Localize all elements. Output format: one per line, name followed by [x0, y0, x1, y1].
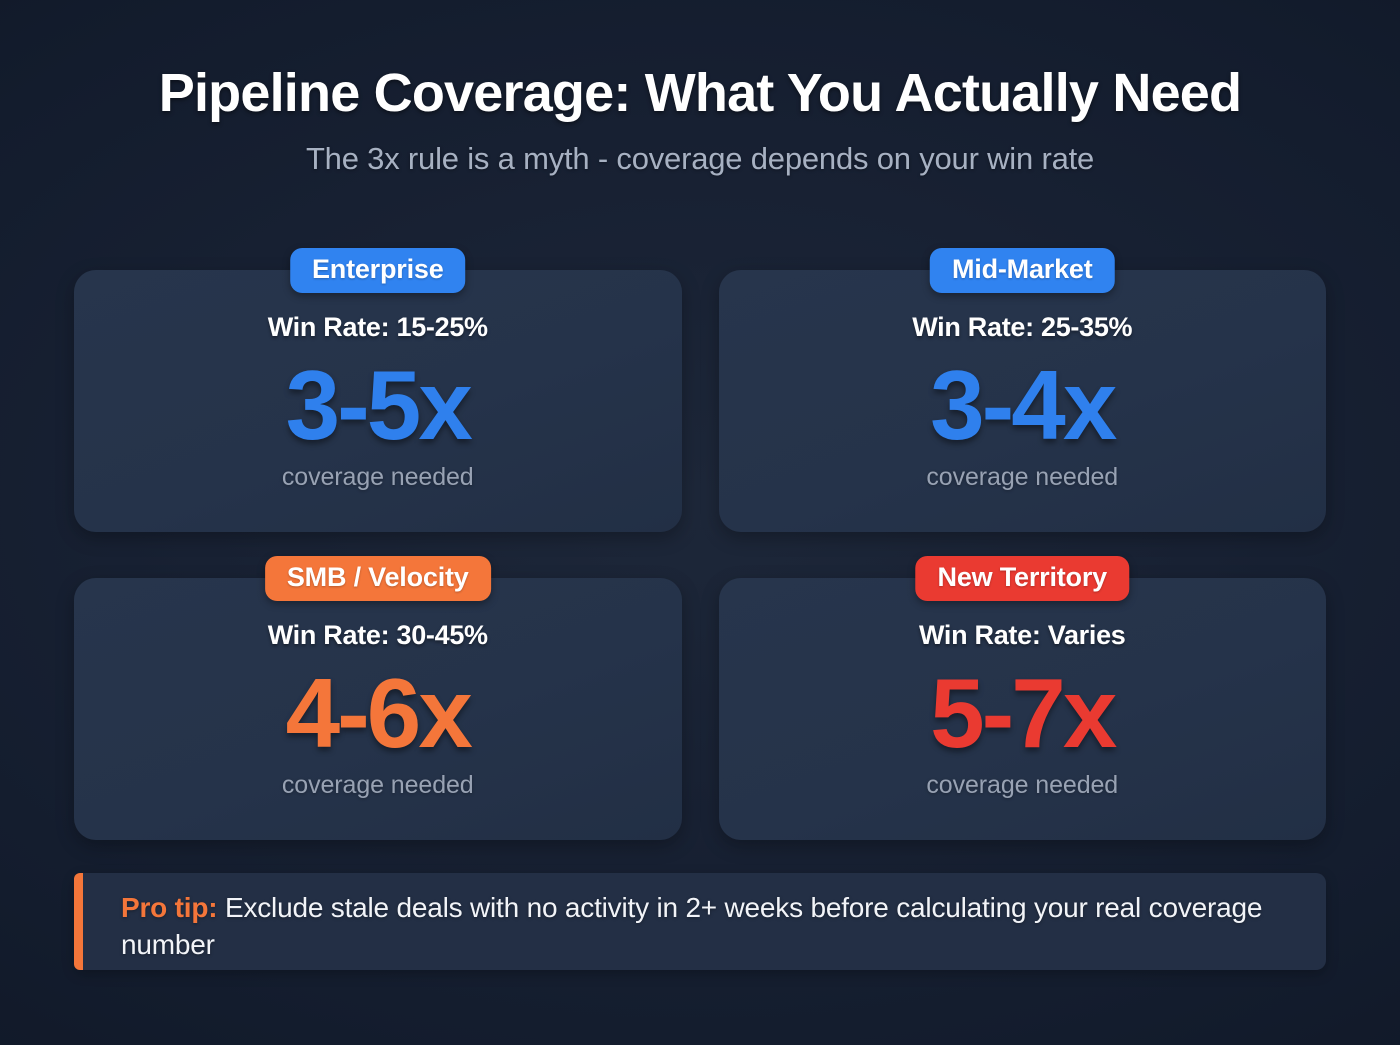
page-title: Pipeline Coverage: What You Actually Nee… — [158, 63, 1242, 123]
coverage-card-smb-velocity: SMB / Velocity Win Rate: 30-45% 4-6x cov… — [74, 556, 682, 840]
card-body: Win Rate: 30-45% 4-6x coverage needed — [74, 622, 682, 798]
card-body: Win Rate: Varies 5-7x coverage needed — [719, 622, 1327, 798]
caption-mid-market: coverage needed — [926, 462, 1119, 491]
pro-tip-accent-bar — [74, 873, 83, 970]
pro-tip-body: Exclude stale deals with no activity in … — [121, 892, 1263, 960]
caption-new-territory: coverage needed — [926, 770, 1119, 799]
multiplier-mid-market: 3-4x — [930, 350, 1117, 460]
card-badge-mid-market: Mid-Market — [929, 248, 1115, 293]
card-body: Win Rate: 15-25% 3-5x coverage needed — [74, 314, 682, 490]
page-subtitle: The 3x rule is a myth - coverage depends… — [305, 141, 1095, 176]
caption-enterprise: coverage needed — [281, 462, 474, 491]
win-rate-new-territory: Win Rate: Varies — [918, 620, 1126, 650]
win-rate-enterprise: Win Rate: 15-25% — [267, 312, 488, 342]
multiplier-smb-velocity: 4-6x — [285, 658, 473, 768]
card-badge-smb-velocity: SMB / Velocity — [264, 556, 491, 601]
win-rate-smb-velocity: Win Rate: 30-45% — [267, 620, 488, 650]
win-rate-mid-market: Win Rate: 25-35% — [912, 312, 1133, 342]
card-badge-new-territory: New Territory — [915, 556, 1129, 601]
coverage-card-enterprise: Enterprise Win Rate: 15-25% 3-5x coverag… — [74, 248, 682, 532]
coverage-card-mid-market: Mid-Market Win Rate: 25-35% 3-4x coverag… — [718, 248, 1327, 532]
card-badge-enterprise: Enterprise — [289, 248, 466, 293]
caption-smb-velocity: coverage needed — [281, 770, 474, 799]
pro-tip-text: Pro tip: Exclude stale deals with no act… — [121, 890, 1302, 964]
coverage-card-new-territory: New Territory Win Rate: Varies 5-7x cove… — [718, 556, 1327, 840]
coverage-card-grid: Enterprise Win Rate: 15-25% 3-5x coverag… — [74, 248, 1327, 840]
multiplier-enterprise: 3-5x — [285, 350, 473, 460]
header: Pipeline Coverage: What You Actually Nee… — [0, 66, 1400, 174]
card-body: Win Rate: 25-35% 3-4x coverage needed — [719, 314, 1327, 490]
pro-tip-callout: Pro tip: Exclude stale deals with no act… — [74, 873, 1326, 970]
multiplier-new-territory: 5-7x — [930, 658, 1117, 768]
pro-tip-label: Pro tip: — [121, 892, 218, 923]
